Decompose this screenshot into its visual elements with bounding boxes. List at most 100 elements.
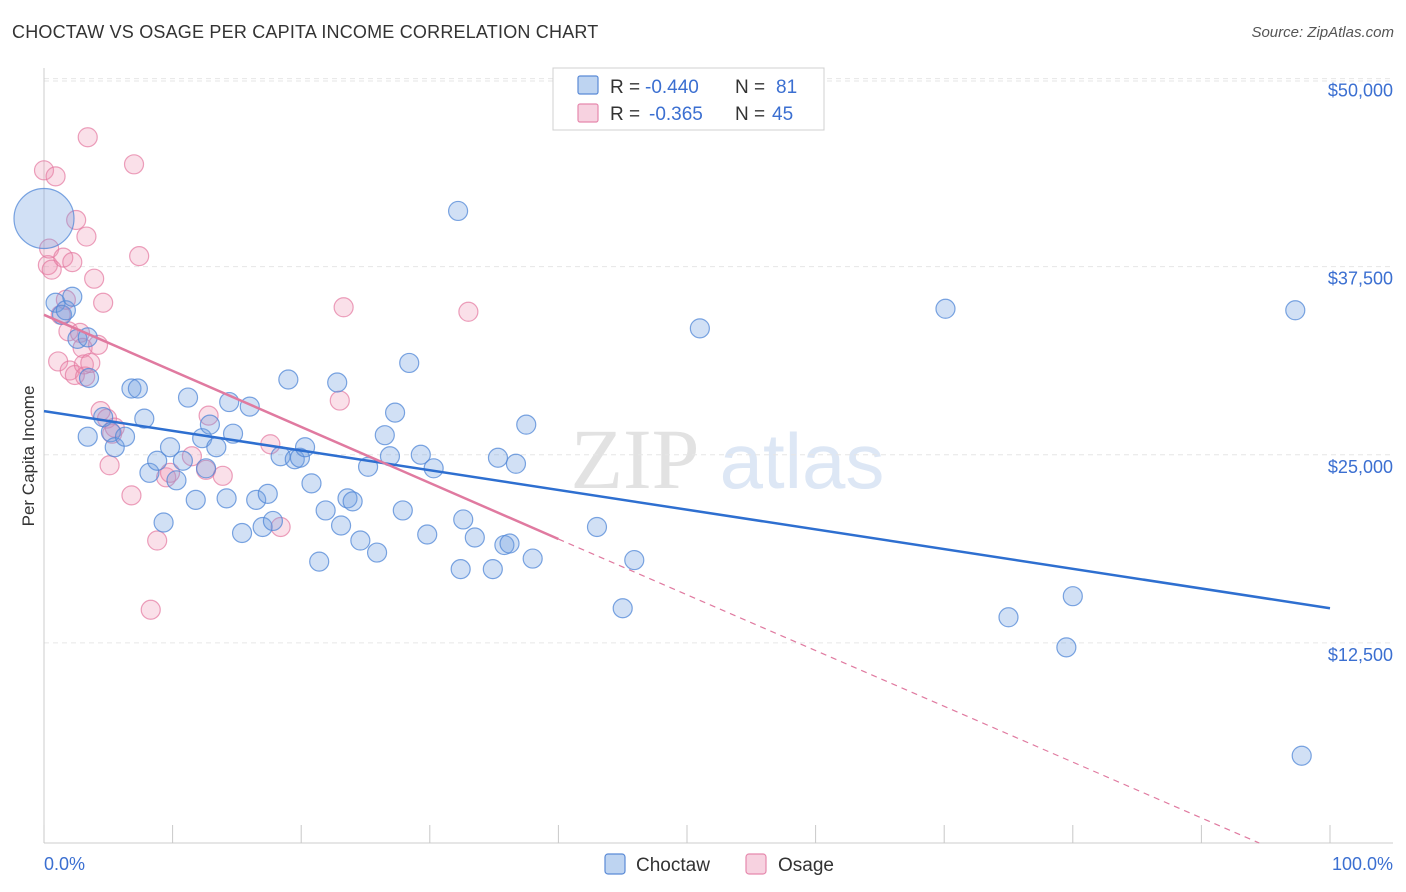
y-tick-label-12500: $12,500 [1328, 645, 1393, 665]
choctaw-point-31 [231, 522, 253, 544]
osage-point-29 [121, 485, 142, 506]
stats-legend: R = -0.440 N = 81 R = -0.365 N = 45 [552, 67, 825, 131]
osage-point-13 [66, 209, 87, 231]
osage-point-42 [329, 390, 350, 411]
osage-n-label: N = [735, 104, 765, 125]
choctaw-point-80 [1291, 745, 1312, 766]
osage-point-18 [76, 226, 97, 247]
trend-lines [43, 313, 1331, 844]
choctaw-point-48 [342, 491, 363, 512]
choctaw-point-59 [423, 458, 444, 479]
choctaw-point-20 [166, 470, 187, 491]
choctaw-point-4 [62, 286, 83, 307]
choctaw-point-14 [127, 378, 148, 399]
choctaw-point-72 [612, 598, 633, 619]
choctaw-point-54 [384, 402, 406, 423]
choctaw-point-79 [1285, 300, 1306, 321]
y-tick-label-25000: $25,000 [1328, 457, 1393, 477]
choctaw-n-label: N = [735, 77, 765, 98]
osage-points [33, 127, 479, 620]
choctaw-point-57 [410, 444, 431, 465]
gridlines [44, 78, 1393, 644]
osage-point-11 [62, 252, 83, 273]
series-legend: Choctaw Osage [604, 853, 834, 876]
choctaw-point-22 [177, 387, 199, 408]
choctaw-point-35 [257, 483, 278, 504]
osage-r-label: R = [610, 104, 640, 125]
choctaw-point-42 [301, 473, 322, 494]
choctaw-point-77 [1056, 637, 1077, 658]
choctaw-point-43 [309, 551, 330, 572]
choctaw-point-60 [447, 200, 469, 222]
osage-trend-line [43, 313, 559, 541]
choctaw-point-62 [453, 509, 474, 530]
choctaw-point-51 [366, 542, 388, 563]
choctaw-point-55 [392, 500, 413, 521]
choctaw-point-78 [1062, 586, 1083, 607]
choctaw-point-70 [522, 548, 543, 569]
source-label: Source: ZipAtlas.com [1251, 24, 1394, 41]
osage-point-43 [333, 297, 354, 318]
x-tick-label-100: 100.0% [1332, 854, 1393, 874]
choctaw-point-15 [134, 408, 155, 429]
choctaw-point-52 [374, 425, 395, 446]
osage-point-19 [77, 127, 98, 148]
legend-choctaw-swatch [604, 853, 626, 875]
osage-point-31 [129, 246, 150, 267]
osage-point-32 [140, 599, 161, 620]
choctaw-point-25 [195, 458, 217, 479]
choctaw-point-56 [399, 352, 420, 374]
choctaw-point-40 [289, 447, 311, 468]
choctaw-point-63 [464, 527, 485, 548]
osage-point-44 [458, 301, 479, 322]
choctaw-point-11 [104, 437, 125, 458]
choctaw-n-value: 81 [776, 77, 797, 98]
watermark-zip: ZIP [571, 411, 700, 507]
legend-osage-swatch [745, 853, 767, 875]
y-axis-title: Per Capita Income [19, 386, 38, 527]
osage-swatch [577, 103, 599, 123]
osage-point-20 [80, 352, 101, 374]
choctaw-point-0 [13, 187, 75, 250]
choctaw-point-17 [147, 450, 168, 471]
choctaw-point-33 [246, 489, 267, 510]
choctaw-point-71 [586, 516, 608, 538]
watermark: ZIP atlas [571, 411, 885, 507]
y-tick-label-37500: $37,500 [1328, 269, 1393, 289]
osage-trend-extension [558, 538, 1260, 844]
osage-point-24 [93, 292, 114, 313]
choctaw-point-28 [216, 488, 237, 509]
choctaw-point-27 [206, 437, 227, 458]
y-tick-label-50000: $50,000 [1328, 81, 1393, 101]
osage-n-value: 45 [772, 104, 793, 125]
choctaw-point-73 [624, 549, 645, 571]
x-tick-label-0: 0.0% [44, 854, 85, 874]
choctaw-point-34 [252, 516, 273, 538]
legend-choctaw-label: Choctaw [636, 855, 710, 876]
choctaw-r-value: -0.440 [645, 77, 699, 98]
choctaw-points [13, 187, 1312, 766]
choctaw-swatch [577, 75, 599, 95]
choctaw-point-58 [417, 524, 438, 545]
axes [43, 68, 1393, 844]
osage-point-39 [212, 465, 233, 486]
choctaw-point-38 [278, 369, 299, 390]
choctaw-point-26 [199, 414, 220, 435]
choctaw-trend-line [43, 409, 1331, 610]
choctaw-point-13 [121, 378, 142, 399]
choctaw-point-76 [998, 607, 1019, 628]
choctaw-point-8 [77, 426, 98, 447]
choctaw-point-64 [482, 559, 503, 580]
choctaw-point-74 [689, 318, 710, 339]
legend-osage-label: Osage [778, 855, 834, 876]
choctaw-point-23 [185, 489, 206, 510]
osage-point-4 [45, 166, 66, 187]
choctaw-point-46 [330, 515, 352, 536]
choctaw-point-7 [78, 367, 100, 389]
choctaw-point-12 [114, 426, 136, 447]
choctaw-point-45 [327, 372, 348, 393]
choctaw-point-16 [139, 462, 160, 483]
choctaw-point-65 [487, 447, 509, 468]
osage-point-30 [123, 154, 145, 175]
